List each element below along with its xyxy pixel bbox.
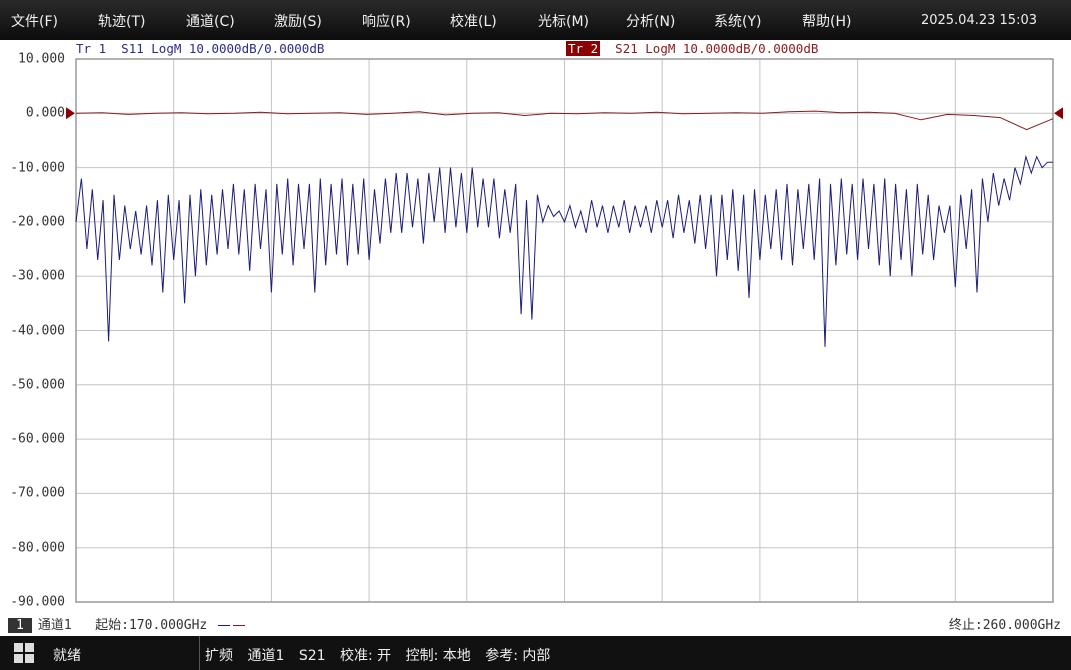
status-spread: 扩频 bbox=[205, 648, 233, 664]
menu-channel[interactable]: 通道(C) bbox=[186, 14, 235, 30]
datetime: 2025.04.23 15:03 bbox=[920, 13, 1037, 28]
y-tick-label: -50.000 bbox=[10, 377, 65, 393]
status-sparam: S21 bbox=[298, 648, 326, 664]
trace-2-title[interactable]: Tr 2 S21 LogM 10.0000dB/0.0000dB bbox=[566, 41, 818, 56]
channel-name: 通道1 bbox=[37, 618, 72, 633]
reference-marker-right-icon bbox=[1054, 107, 1063, 120]
y-tick-label: -80.000 bbox=[10, 540, 65, 556]
start-frequency[interactable]: 起始:170.000GHz bbox=[95, 618, 208, 633]
y-tick-label: -30.000 bbox=[10, 268, 65, 284]
menu-stimulus[interactable]: 激励(S) bbox=[274, 14, 322, 30]
y-tick-label: 0.000 bbox=[25, 105, 65, 121]
y-tick-label: -70.000 bbox=[10, 485, 65, 501]
trace-s11-line bbox=[75, 154, 1053, 347]
menu-marker[interactable]: 光标(M) bbox=[538, 14, 590, 30]
trace-1-legend-line bbox=[218, 625, 231, 626]
trace-1-desc: S11 LogM 10.0000dB/0.0000dB bbox=[121, 41, 325, 56]
status-bar: 就绪 扩频 通道1 S21 校准: 开 控制: 本地 参考: 内部 bbox=[0, 636, 1071, 670]
menu-calibration[interactable]: 校准(L) bbox=[450, 14, 497, 30]
windows-icon[interactable] bbox=[14, 643, 34, 663]
status-channel: 通道1 bbox=[247, 648, 285, 664]
y-tick-label: 10.000 bbox=[18, 51, 65, 67]
trace-2-legend-line bbox=[233, 625, 246, 626]
y-tick-label: -40.000 bbox=[10, 323, 65, 338]
menu-help[interactable]: 帮助(H) bbox=[802, 14, 852, 30]
trace-2-desc: S21 LogM 10.0000dB/0.0000dB bbox=[615, 41, 819, 56]
trace-1-title[interactable]: Tr 1 S11 LogM 10.0000dB/0.0000dB bbox=[76, 41, 324, 56]
divider bbox=[199, 636, 200, 670]
trace-s21-line bbox=[75, 110, 1054, 131]
menu-file[interactable]: 文件(F) bbox=[11, 14, 58, 30]
plot-area[interactable] bbox=[0, 0, 1071, 636]
menu-trace[interactable]: 轨迹(T) bbox=[98, 14, 146, 30]
reference-marker-left-icon bbox=[66, 107, 75, 120]
y-tick-label: -10.000 bbox=[10, 160, 65, 176]
status-reference: 参考: 内部 bbox=[485, 648, 551, 664]
menu-bar: 文件(F) 轨迹(T) 通道(C) 激励(S) 响应(R) 校准(L) 光标(M… bbox=[0, 0, 1071, 40]
menu-response[interactable]: 响应(R) bbox=[362, 14, 411, 30]
status-calibration: 校准: 开 bbox=[339, 648, 392, 664]
trace-2-label: Tr 2 bbox=[566, 41, 601, 56]
y-tick-label: -60.000 bbox=[10, 431, 65, 447]
status-control: 控制: 本地 bbox=[405, 648, 471, 664]
stop-frequency[interactable]: 终止:260.000GHz bbox=[948, 618, 1061, 633]
y-tick-label: -90.000 bbox=[10, 594, 65, 610]
menu-analysis[interactable]: 分析(N) bbox=[626, 14, 676, 30]
plot-border bbox=[75, 58, 1054, 603]
channel-number[interactable]: 1 bbox=[8, 618, 32, 633]
trace-1-label: Tr 1 bbox=[76, 41, 107, 56]
channel-footer: 1 通道1 起始:170.000GHz bbox=[8, 614, 246, 633]
ready-status: 就绪 bbox=[53, 648, 81, 664]
menu-system[interactable]: 系统(Y) bbox=[714, 14, 762, 30]
y-tick-label: -20.000 bbox=[10, 214, 65, 230]
